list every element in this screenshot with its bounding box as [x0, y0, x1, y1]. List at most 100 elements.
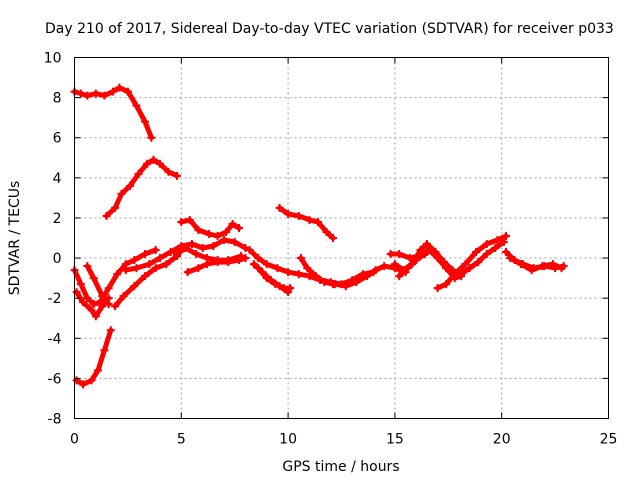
data-point — [341, 282, 350, 291]
data-point — [491, 244, 500, 253]
data-point — [130, 282, 139, 291]
data-point — [222, 227, 231, 236]
y-tick-label: -6 — [48, 371, 62, 387]
data-point — [254, 254, 263, 263]
data-point — [465, 264, 474, 273]
data-point — [482, 240, 491, 249]
data-point — [371, 266, 380, 275]
data-point — [450, 274, 459, 283]
y-axis-title: SDTVAR / TECUs — [7, 181, 23, 296]
data-point — [111, 302, 120, 311]
data-point — [273, 264, 282, 273]
data-point — [527, 266, 536, 275]
data-point — [262, 260, 271, 269]
data-point — [140, 117, 149, 126]
data-point — [79, 298, 88, 307]
data-point — [234, 256, 243, 265]
data-point — [100, 346, 109, 355]
data-point — [134, 169, 143, 178]
data-point — [115, 83, 124, 92]
data-point — [493, 236, 502, 245]
data-point — [395, 250, 404, 259]
data-point — [166, 248, 175, 257]
data-point — [113, 270, 122, 279]
data-point — [173, 250, 182, 259]
y-tick-label: -2 — [48, 291, 62, 307]
x-tick-label: 20 — [493, 432, 511, 448]
data-point — [457, 272, 466, 281]
data-point — [213, 231, 222, 240]
data-point — [249, 260, 258, 269]
data-point — [79, 380, 88, 389]
series-arc-15 — [296, 254, 337, 289]
data-point — [72, 288, 81, 297]
data-point — [224, 258, 233, 267]
y-tick-labels: -8 -6 -4 -2 0 2 4 6 8 10 — [44, 51, 62, 428]
data-point — [412, 256, 421, 265]
data-point — [461, 260, 470, 269]
data-point — [284, 268, 293, 277]
data-point — [390, 260, 399, 269]
data-point — [472, 248, 481, 257]
series-arc-9 — [177, 215, 243, 240]
data-point — [220, 236, 229, 245]
data-point — [76, 280, 85, 289]
data-point — [155, 254, 164, 263]
data-point — [117, 189, 126, 198]
data-point — [106, 326, 115, 335]
data-point — [352, 278, 361, 287]
data-point — [194, 225, 203, 234]
data-point — [433, 254, 442, 263]
series-arc-2 — [102, 155, 182, 220]
data-point — [294, 211, 303, 220]
data-point — [100, 91, 109, 100]
data-point — [164, 167, 173, 176]
y-tick-label: 2 — [53, 211, 62, 227]
data-point — [557, 264, 566, 273]
data-point — [320, 278, 329, 287]
data-point — [76, 89, 85, 98]
data-point — [83, 294, 92, 303]
data-point — [173, 171, 182, 180]
series-arc-24 — [83, 262, 113, 309]
data-point — [149, 155, 158, 164]
data-point — [442, 280, 451, 289]
data-point — [314, 217, 323, 226]
data-point — [151, 246, 160, 255]
data-point — [111, 203, 120, 212]
data-point — [91, 312, 100, 321]
data-point — [294, 270, 303, 279]
data-point — [108, 87, 117, 96]
series-arc-13 — [254, 264, 295, 293]
data-point — [126, 181, 135, 190]
y-tick-label: 8 — [53, 91, 62, 107]
data-point — [254, 264, 263, 273]
data-point — [181, 244, 190, 253]
series-arc-14 — [275, 203, 337, 242]
data-point — [87, 376, 96, 385]
data-point — [145, 260, 154, 269]
x-tick-labels: 0 5 10 15 20 25 — [70, 432, 617, 448]
series-arc-23 — [395, 250, 429, 281]
data-point — [87, 306, 96, 315]
series-line — [84, 263, 112, 307]
data-point — [132, 101, 141, 110]
data-point — [241, 244, 250, 253]
data-point — [322, 227, 331, 236]
series-arc-1 — [70, 83, 156, 142]
data-point — [416, 246, 425, 255]
data-point — [230, 238, 239, 247]
data-point — [501, 231, 510, 240]
series-arc-7 — [121, 236, 250, 275]
data-point — [482, 250, 491, 259]
data-point — [202, 260, 211, 269]
data-point — [93, 366, 102, 375]
data-point — [506, 254, 515, 263]
data-point — [331, 280, 340, 289]
data-point — [98, 302, 107, 311]
series-line — [396, 251, 428, 279]
data-point — [151, 264, 160, 273]
data-point — [98, 292, 107, 301]
data-point — [102, 211, 111, 220]
